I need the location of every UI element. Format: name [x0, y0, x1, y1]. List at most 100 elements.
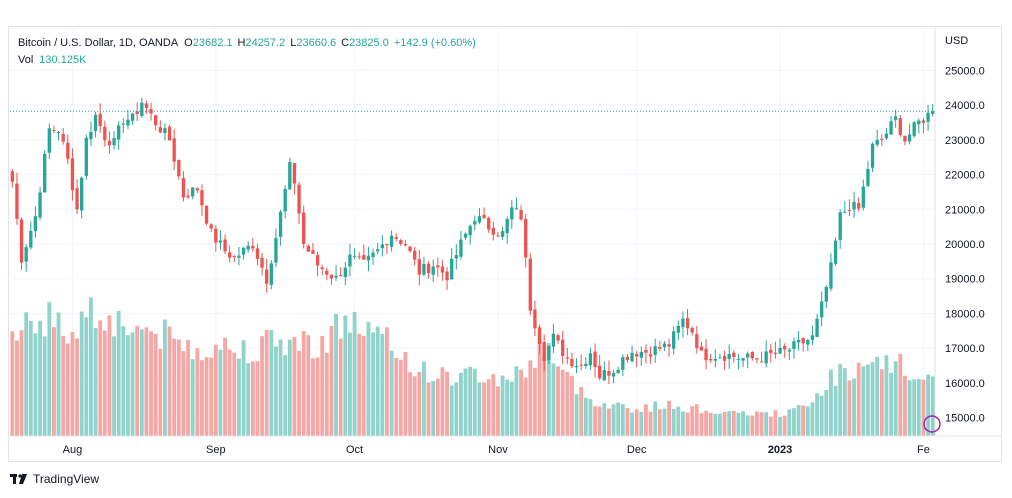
candle-body — [362, 255, 366, 260]
candle-body — [195, 188, 199, 191]
symbol-title[interactable]: Bitcoin / U.S. Dollar, 1D, OANDA — [18, 37, 179, 49]
high-value: 24257.2 — [245, 37, 286, 49]
candle — [98, 103, 102, 133]
candle — [746, 351, 750, 369]
chart-frame[interactable] — [8, 26, 1002, 462]
volume-bar — [315, 357, 320, 436]
candle-body — [574, 365, 579, 368]
candle-body — [172, 138, 176, 162]
open-value: 23682.1 — [192, 37, 233, 49]
candle — [491, 221, 495, 241]
volume-bar — [519, 369, 523, 436]
candle — [292, 163, 297, 195]
candle — [413, 246, 417, 266]
candle — [265, 258, 269, 293]
currency-label[interactable]: USD — [945, 35, 969, 47]
volume-bar — [500, 375, 505, 436]
volume-bar — [107, 315, 112, 436]
candlesticks — [10, 97, 935, 385]
candle-body — [903, 135, 907, 142]
y-tick-label: 20000.0 — [945, 239, 985, 251]
volume-bar — [842, 368, 847, 436]
volume-bar — [657, 409, 662, 436]
volume-bar — [792, 408, 796, 436]
candle — [302, 205, 306, 249]
candle — [362, 244, 366, 260]
volume-bar — [847, 380, 852, 436]
volume-bar — [116, 310, 121, 436]
candle — [218, 230, 223, 250]
volume-bar — [704, 410, 708, 436]
candle-body — [251, 245, 255, 249]
volume-bar — [130, 332, 135, 436]
candle — [107, 131, 112, 154]
volume-bar — [861, 366, 866, 436]
candle — [473, 215, 477, 231]
volume-bar — [916, 378, 921, 436]
candle — [806, 338, 810, 352]
volume-bar — [454, 382, 459, 436]
candle-body — [796, 339, 801, 343]
volume-bar — [653, 401, 658, 436]
volume-bar — [930, 376, 935, 436]
volume-bar — [616, 402, 621, 436]
candle-body — [107, 140, 112, 146]
candle-body — [598, 365, 602, 379]
x-tick-label: Oct — [346, 444, 363, 456]
volume-bar — [264, 329, 269, 436]
candle-body — [662, 343, 667, 348]
candle — [195, 187, 199, 194]
candle — [315, 251, 320, 277]
volume-bar — [102, 330, 107, 436]
candle-body — [329, 274, 334, 279]
volume-bar — [389, 350, 394, 436]
candle — [533, 300, 537, 337]
volume-bar — [537, 340, 542, 436]
volume-bar — [121, 326, 126, 436]
volume-bar — [28, 320, 33, 436]
candle — [783, 343, 787, 358]
candle-body — [561, 339, 565, 356]
candle-body — [667, 344, 671, 347]
candle-body — [810, 335, 815, 340]
volume-bar — [417, 371, 422, 436]
candle — [306, 244, 310, 252]
candle — [376, 243, 380, 255]
candle-body — [505, 219, 509, 234]
candle-body — [426, 263, 431, 274]
volume-bar — [528, 360, 533, 436]
candle — [820, 291, 824, 327]
candle-body — [204, 205, 209, 224]
volume-bar — [824, 389, 829, 436]
candle — [699, 341, 704, 352]
volume-bar — [61, 335, 66, 436]
volume-bar — [361, 335, 366, 436]
candle-body — [343, 267, 347, 277]
volume-bar — [611, 404, 616, 436]
candle-body — [611, 373, 616, 377]
volume-bar — [556, 366, 560, 436]
candle-body — [66, 142, 70, 159]
volume-bar — [796, 405, 801, 436]
candle-body — [496, 235, 500, 237]
volume-bar — [736, 412, 741, 436]
candle-body — [898, 118, 902, 135]
candle-body — [870, 143, 875, 168]
volume-bar — [329, 326, 334, 436]
candle-body — [847, 210, 852, 212]
volume-bar — [112, 336, 116, 436]
candle — [70, 148, 75, 201]
volume-bar — [98, 320, 103, 436]
volume-bar — [445, 371, 449, 436]
volume-bar — [764, 412, 769, 436]
y-tick-label: 16000.0 — [945, 378, 985, 390]
candle-body — [246, 245, 250, 250]
candle — [866, 160, 870, 188]
candle — [84, 134, 88, 180]
volume-bar — [334, 314, 338, 436]
y-tick-label: 17000.0 — [945, 343, 985, 355]
tradingview-footer[interactable]: TradingView — [10, 472, 99, 486]
volume-bar — [440, 367, 445, 436]
candle-body — [325, 270, 329, 275]
